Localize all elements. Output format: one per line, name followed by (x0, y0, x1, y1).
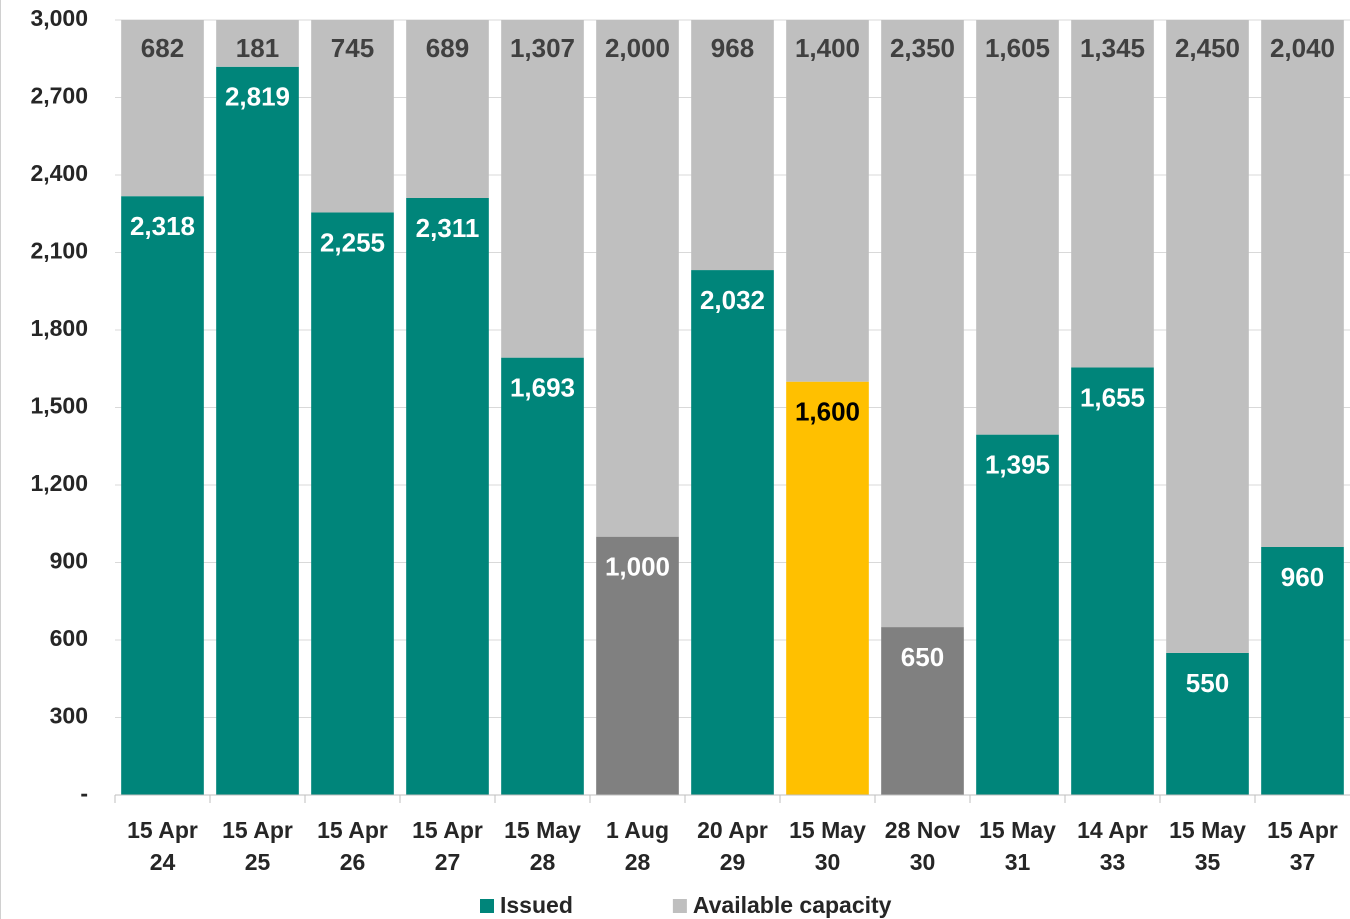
bar-segment (881, 20, 964, 628)
y-tick-label: 2,400 (30, 160, 88, 186)
value-label: 1,693 (510, 373, 575, 403)
value-label: 2,311 (416, 213, 480, 243)
x-tick-label: 28 (625, 849, 651, 875)
bar-segment (1261, 547, 1344, 795)
bar-segment (786, 381, 869, 795)
x-tick-label: 37 (1290, 849, 1316, 875)
x-tick-label: 30 (815, 849, 841, 875)
y-tick-label: 300 (50, 703, 88, 729)
value-label: 968 (711, 33, 754, 63)
value-label: 550 (1186, 668, 1229, 698)
value-label: 960 (1281, 562, 1324, 592)
value-label: 1,395 (985, 450, 1050, 480)
value-label: 650 (901, 642, 944, 672)
value-label: 1,000 (605, 552, 670, 582)
x-tick-label: 20 Apr (697, 817, 768, 843)
y-tick-label: 1,200 (30, 470, 88, 496)
bar-segment (976, 20, 1059, 435)
bar-segment (216, 66, 299, 796)
x-tick-label: 30 (910, 849, 936, 875)
value-label: 1,307 (510, 33, 575, 63)
value-label: 1,655 (1080, 382, 1145, 412)
y-tick-label: - (80, 780, 88, 806)
bar-segment (501, 20, 584, 358)
x-tick-label: 26 (340, 849, 366, 875)
x-tick-label: 35 (1195, 849, 1221, 875)
bar-segment (596, 536, 679, 795)
value-label: 1,605 (985, 33, 1050, 63)
bar-segment (501, 357, 584, 795)
value-label: 1,400 (795, 33, 860, 63)
y-tick-label: 1,800 (30, 315, 88, 341)
value-label: 2,450 (1175, 33, 1240, 63)
x-tick-label: 15 Apr (412, 817, 483, 843)
value-label: 2,000 (605, 33, 670, 63)
x-tick-label: 31 (1005, 849, 1031, 875)
x-tick-label: 15 Apr (317, 817, 388, 843)
bar-segment (691, 20, 774, 271)
bar-segment (406, 20, 489, 198)
x-tick-label: 28 (530, 849, 556, 875)
bar-segment (311, 212, 394, 796)
value-label: 2,318 (130, 211, 195, 241)
bar-segment (1166, 20, 1249, 653)
bar-segment (406, 197, 489, 795)
legend-swatch (480, 899, 494, 913)
value-label: 1,345 (1080, 33, 1145, 63)
bar-segment (1261, 20, 1344, 547)
bar-segment (311, 20, 394, 213)
x-tick-label: 28 Nov (885, 817, 961, 843)
bar-segment (121, 196, 204, 795)
bar-segment (786, 20, 869, 382)
value-label: 2,350 (890, 33, 955, 63)
bar-segment (976, 434, 1059, 795)
bar-segment (216, 20, 299, 67)
x-tick-label: 15 Apr (1267, 817, 1338, 843)
value-label: 682 (141, 33, 184, 63)
x-tick-label: 15 Apr (222, 817, 293, 843)
y-tick-label: 900 (50, 548, 88, 574)
y-tick-label: 600 (50, 625, 88, 651)
bar-segment (881, 627, 964, 795)
value-label: 689 (426, 33, 469, 63)
x-tick-label: 15 May (789, 817, 866, 843)
legend-label: Issued (500, 892, 573, 918)
value-label: 745 (331, 33, 374, 63)
value-label: 2,040 (1270, 33, 1335, 63)
x-tick-label: 14 Apr (1077, 817, 1148, 843)
value-label: 1,600 (795, 397, 860, 427)
x-tick-label: 29 (720, 849, 746, 875)
bar-segment (1071, 20, 1154, 368)
x-tick-label: 27 (435, 849, 461, 875)
bar-segment (1166, 652, 1249, 795)
value-label: 181 (236, 33, 279, 63)
value-label: 2,819 (225, 82, 290, 112)
legend-label: Available capacity (693, 892, 892, 918)
y-tick-label: 2,700 (30, 83, 88, 109)
y-tick-label: 1,500 (30, 393, 88, 419)
bar-segment (691, 270, 774, 796)
value-label: 2,032 (700, 285, 765, 315)
x-tick-label: 1 Aug (606, 817, 669, 843)
x-tick-label: 24 (150, 849, 176, 875)
x-tick-label: 15 Apr (127, 817, 198, 843)
x-tick-label: 15 May (979, 817, 1056, 843)
x-tick-label: 15 May (1169, 817, 1246, 843)
value-label: 2,255 (320, 227, 385, 257)
y-tick-label: 2,100 (30, 238, 88, 264)
legend-swatch (672, 899, 687, 913)
bar-segment (1071, 367, 1154, 795)
y-tick-label: 3,000 (30, 5, 88, 31)
x-tick-label: 15 May (504, 817, 581, 843)
bar-segment (121, 20, 204, 197)
bar-segment (596, 20, 679, 537)
x-tick-label: 25 (245, 849, 271, 875)
x-tick-label: 33 (1100, 849, 1126, 875)
